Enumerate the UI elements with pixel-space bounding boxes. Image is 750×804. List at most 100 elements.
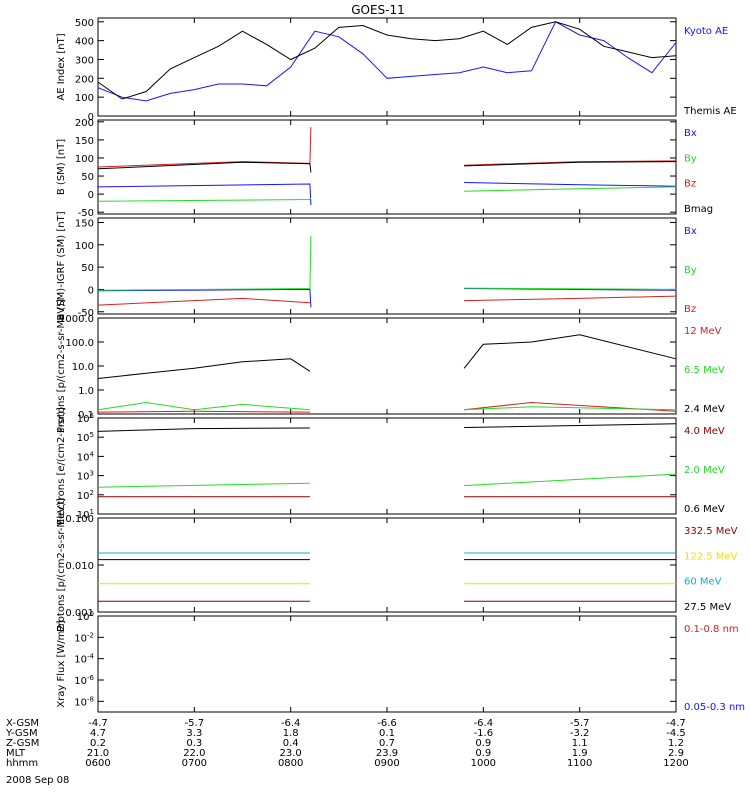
y-tick-label: 10-6 — [74, 674, 94, 687]
series-bmag-line — [97, 161, 677, 173]
ephemeris-value: 0.9 — [475, 738, 491, 749]
ephemeris-value: 23.0 — [280, 748, 302, 759]
legend-bx: Bx — [684, 128, 697, 139]
legend-27-5-mev: 27.5 MeV — [684, 602, 731, 613]
ephemeris-value: 0.1 — [379, 728, 395, 739]
panel-frame — [97, 17, 677, 117]
series-bz-line — [97, 295, 677, 306]
panel-frame — [97, 417, 677, 515]
ephemeris-row-label: Z-GSM — [6, 738, 39, 749]
legend-kyoto-ae: Kyoto AE — [684, 26, 728, 37]
ephemeris-value: -5.7 — [185, 718, 205, 729]
ephemeris-row-label: hhmm — [6, 758, 38, 769]
y-tick-label: 1.0 — [78, 386, 94, 397]
y-tick-label: 106 — [77, 412, 95, 425]
legend-0-1-0-8-nm: 0.1-0.8 nm — [684, 624, 739, 635]
series-6-5-mev-line — [97, 401, 677, 411]
legend-2-4-mev: 2.4 MeV — [684, 404, 725, 415]
panel-2: -50 0 50 100 150 200 B (SM) [nT] Bx By Bz Bmag — [56, 118, 713, 219]
ephemeris-value: 23.9 — [376, 748, 398, 759]
y-axis-label: Protons [p/(cm2-s-sr-MeV)] — [56, 299, 67, 433]
legend-12-mev: 12 MeV — [684, 326, 722, 337]
ephemeris-row-label: MLT — [6, 748, 26, 759]
panel-frame — [97, 317, 677, 415]
series-kyoto-ae-line — [97, 21, 677, 102]
y-tick-label: 10-2 — [74, 631, 94, 644]
y-tick-label: 50 — [81, 172, 94, 183]
legend-60-mev: 60 MeV — [684, 577, 722, 588]
ephemeris-row-label: X-GSM — [6, 718, 39, 729]
y-tick-label: 50 — [81, 263, 94, 274]
y-axis-label: Xray Flux [W/m2] — [56, 620, 67, 707]
series-2-4-mev-line — [97, 334, 677, 379]
y-tick-label: 0.1 — [78, 410, 94, 421]
legend-bz: Bz — [684, 179, 696, 190]
ephemeris-value: 1200 — [663, 758, 688, 769]
y-tick-label: 101 — [77, 508, 94, 521]
y-tick-label: 102 — [77, 489, 94, 502]
ephemeris-value: 2.9 — [668, 748, 684, 759]
y-axis-label: Protons [p/(cm2-s-sr-MeV)] — [56, 498, 67, 632]
panel-3: -50 0 50 100 150 B (SM)-IGRF (SM) [nT] Bx By Bz — [56, 211, 697, 320]
ephemeris-value: -5.7 — [570, 718, 590, 729]
ephemeris-value: 1.1 — [572, 738, 588, 749]
series-0-6-mev-line — [97, 423, 677, 432]
y-tick-label: -50 — [78, 208, 94, 219]
series-bz-line — [97, 127, 677, 168]
series-by-line — [97, 186, 677, 202]
plot-date: 2008 Sep 08 — [6, 775, 69, 786]
ephemeris-value: 0900 — [374, 758, 399, 769]
ephemeris-value: 0.3 — [186, 738, 202, 749]
panel-frame — [97, 217, 677, 315]
y-axis-label: B (SM) [nT] — [56, 139, 67, 195]
y-tick-label: 100 — [77, 610, 94, 623]
ephemeris-value: 1000 — [471, 758, 496, 769]
ephemeris-value: -6.6 — [377, 718, 397, 729]
y-tick-label: 150 — [75, 218, 94, 229]
ephemeris-value: 0.2 — [90, 738, 106, 749]
panel-7: 10-8 10-6 10-4 10-2 100 Xray Flux [W/m2] 0.1-0… — [56, 610, 745, 713]
legend-bx: Bx — [684, 226, 697, 237]
legend-2-0-mev: 2.0 MeV — [684, 465, 725, 476]
panel-1: 0 100 200 300 400 500 AE Index [nT] Kyoto AE The… — [56, 17, 737, 123]
y-tick-label: 200 — [75, 118, 94, 129]
legend-by: By — [684, 153, 697, 164]
y-axis-label: AE Index [nT] — [56, 33, 67, 100]
panel-frame — [97, 119, 677, 215]
y-tick-label: 0.001 — [65, 608, 94, 619]
y-tick-label: 0 — [88, 112, 94, 123]
panel-frame — [97, 517, 677, 613]
legend-122-5-mev: 122.5 MeV — [684, 551, 738, 562]
y-axis-label: B (SM)-IGRF (SM) [nT] — [56, 211, 67, 320]
ephemeris-value: 0.4 — [283, 738, 299, 749]
y-tick-label: 0 — [88, 190, 94, 201]
panel-5: 101 102 103 104 105 106 Electrons [e/(cm2-s-sr… — [56, 407, 725, 525]
y-tick-label: 10.0 — [72, 362, 94, 373]
series-by-line — [97, 235, 677, 291]
y-tick-label: 200 — [75, 74, 94, 85]
y-tick-label: 500 — [75, 18, 94, 29]
series-bx-line — [97, 182, 677, 206]
legend-bmag: Bmag — [684, 204, 713, 215]
ephemeris-value: 3.3 — [186, 728, 202, 739]
ephemeris-value: 0600 — [85, 758, 110, 769]
series-themis-ae-line — [97, 21, 677, 100]
ephemeris-value: 22.0 — [183, 748, 205, 759]
y-tick-label: 0.100 — [65, 514, 94, 525]
legend-0-6-mev: 0.6 MeV — [684, 504, 725, 515]
y-tick-label: 300 — [75, 55, 94, 66]
ephemeris-value: -3.2 — [570, 728, 590, 739]
legend-bz: Bz — [684, 304, 696, 315]
y-tick-label: 10-8 — [74, 695, 94, 708]
legend-0-05-0-3-nm: 0.05-0.3 nm — [684, 702, 745, 713]
ephemeris-table: X-GSMY-GSMZ-GSMMLThhmm-4.74.70.221.00600… — [5, 718, 689, 769]
y-tick-label: -50 — [78, 308, 94, 319]
panel-frame — [97, 615, 677, 713]
y-tick-label: 150 — [75, 136, 94, 147]
ephemeris-value: -4.5 — [666, 728, 686, 739]
ephemeris-value: 1100 — [567, 758, 592, 769]
ephemeris-value: 0.7 — [379, 738, 395, 749]
